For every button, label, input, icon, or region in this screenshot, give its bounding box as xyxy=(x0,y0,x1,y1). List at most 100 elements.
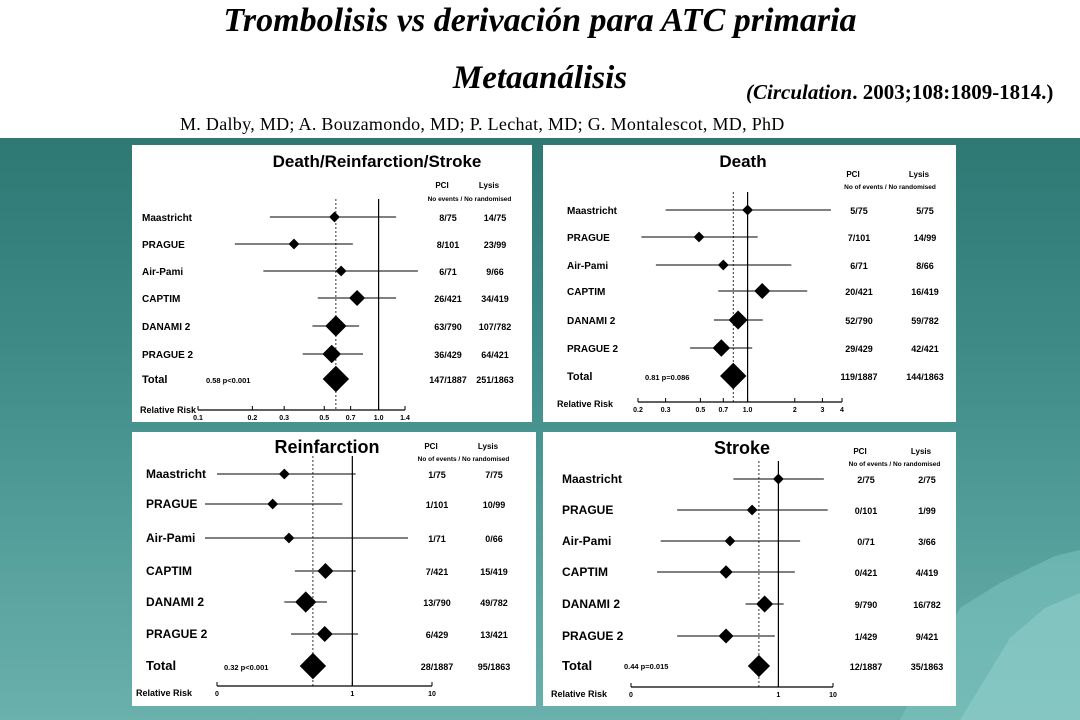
study-name: PRAGUE 2 xyxy=(146,627,208,641)
pci-events: 36/429 xyxy=(434,350,462,360)
lysis-events: 107/782 xyxy=(479,322,512,332)
x-axis-label: Relative Risk xyxy=(136,688,193,698)
pci-events: 1/429 xyxy=(855,632,878,642)
pci-events: 7/421 xyxy=(426,567,449,577)
pci-events: 0/71 xyxy=(857,537,875,547)
study-name: PRAGUE xyxy=(142,240,185,251)
x-tick-label: 0.5 xyxy=(696,407,706,414)
lysis-events: 5/75 xyxy=(916,206,934,216)
x-tick-label: 1.0 xyxy=(374,415,384,422)
study-name: Maastricht xyxy=(562,472,622,486)
lysis-events: 9/421 xyxy=(916,632,939,642)
forest-plot-svg: Death PCI Lysis No of events / No randomise… xyxy=(557,152,944,414)
panel-title: Death/Reinfarction/Stroke xyxy=(273,152,482,171)
pci-events: 6/429 xyxy=(426,630,449,640)
lysis-events: 15/419 xyxy=(480,567,508,577)
effect-marker xyxy=(724,535,736,547)
panel-title: Death xyxy=(719,152,766,171)
study-name: DANAMI 2 xyxy=(142,322,191,333)
study-name: CAPTIM xyxy=(562,565,608,579)
x-tick-label: 0.2 xyxy=(248,415,258,422)
total-label: Total xyxy=(567,371,592,383)
pci-events: 0/421 xyxy=(855,568,878,578)
column-header-pci: PCI xyxy=(424,442,437,451)
column-header-lysis: Lysis xyxy=(911,447,932,456)
pooled-estimate-text: 0.44 p=0.015 xyxy=(624,662,668,671)
effect-marker xyxy=(693,231,705,243)
lysis-events: 3/66 xyxy=(918,537,936,547)
x-tick-label: 0.5 xyxy=(319,415,329,422)
study-name: PRAGUE xyxy=(146,497,197,511)
pooled-diamond xyxy=(299,652,327,680)
pci-events: 1/71 xyxy=(428,534,446,544)
pci-events: 8/75 xyxy=(439,213,457,223)
pci-events: 52/790 xyxy=(845,316,873,326)
x-tick-label: 0.7 xyxy=(718,407,728,414)
study-name: CAPTIM xyxy=(567,287,605,298)
x-tick-label: 0.3 xyxy=(279,415,289,422)
effect-marker xyxy=(335,265,347,277)
lysis-events: 14/99 xyxy=(914,233,937,243)
x-tick-label: 4 xyxy=(840,407,844,414)
pci-events: 13/790 xyxy=(423,598,451,608)
study-name: PRAGUE 2 xyxy=(562,629,624,643)
slide-subtitle: Metaanálisis xyxy=(452,60,628,96)
effect-marker xyxy=(317,563,334,579)
effect-marker xyxy=(349,290,366,306)
study-name: PRAGUE xyxy=(567,233,610,244)
pooled-estimate-text: 0.32 p<0.001 xyxy=(224,663,268,672)
total-label: Total xyxy=(562,658,592,673)
study-name: Maastricht xyxy=(142,213,193,224)
x-tick-label: 0.3 xyxy=(661,407,671,414)
column-header-lysis: Lysis xyxy=(479,181,500,190)
lysis-events: 42/421 xyxy=(911,344,939,354)
forest-plot-svg: Death/Reinfarction/Stroke PCI Lysis No even… xyxy=(140,152,514,422)
pci-events: 12/1887 xyxy=(850,662,883,672)
effect-marker xyxy=(278,468,290,480)
column-subheader: No of events / No randomised xyxy=(844,184,936,191)
effect-marker xyxy=(719,565,733,579)
x-tick-label: 2 xyxy=(793,407,797,414)
pci-events: 63/790 xyxy=(434,322,462,332)
pci-events: 1/101 xyxy=(426,500,449,510)
pci-events: 5/75 xyxy=(850,206,868,216)
pci-events: 119/1887 xyxy=(840,372,877,382)
effect-marker xyxy=(325,315,347,337)
study-name: DANAMI 2 xyxy=(562,597,620,611)
citation-details: . 2003;108:1809-1814.) xyxy=(852,80,1054,104)
pci-events: 20/421 xyxy=(845,287,873,297)
x-axis-label: Relative Risk xyxy=(140,405,197,415)
pci-events: 2/75 xyxy=(857,475,875,485)
x-tick-label: 1 xyxy=(350,691,354,698)
total-label: Total xyxy=(146,658,176,673)
effect-marker xyxy=(267,498,279,510)
pci-events: 7/101 xyxy=(848,233,871,243)
effect-marker xyxy=(322,344,342,364)
pooled-estimate-text: 0.81 p=0.086 xyxy=(645,373,689,382)
lysis-events: 0/66 xyxy=(485,534,503,544)
study-name: PRAGUE 2 xyxy=(142,350,194,361)
forest-plot-svg: Stroke PCI Lysis No of events / No randomis… xyxy=(551,438,943,699)
x-tick-label: 1 xyxy=(776,692,780,699)
lysis-events: 16/782 xyxy=(913,600,941,610)
lysis-events: 2/75 xyxy=(918,475,936,485)
effect-marker xyxy=(746,504,758,516)
pci-events: 9/790 xyxy=(855,600,878,610)
slide-title: Trombolisis vs derivación para ATC prima… xyxy=(223,2,857,39)
pci-events: 1/75 xyxy=(428,470,446,480)
effect-marker xyxy=(756,595,774,613)
lysis-events: 95/1863 xyxy=(478,662,511,672)
effect-marker xyxy=(316,626,333,642)
column-header-pci: PCI xyxy=(853,447,866,456)
x-tick-label: 0 xyxy=(629,692,633,699)
effect-marker xyxy=(295,591,317,613)
x-tick-label: 1.0 xyxy=(743,407,753,414)
forest-plot-death-reinfarction-stroke: Death/Reinfarction/Stroke PCI Lysis No even… xyxy=(132,145,532,422)
pci-events: 26/421 xyxy=(434,294,462,304)
x-tick-label: 10 xyxy=(829,692,837,699)
pci-events: 8/101 xyxy=(437,240,460,250)
effect-marker xyxy=(742,204,753,216)
x-tick-label: 1.4 xyxy=(400,415,410,422)
x-tick-label: 0.2 xyxy=(633,407,643,414)
